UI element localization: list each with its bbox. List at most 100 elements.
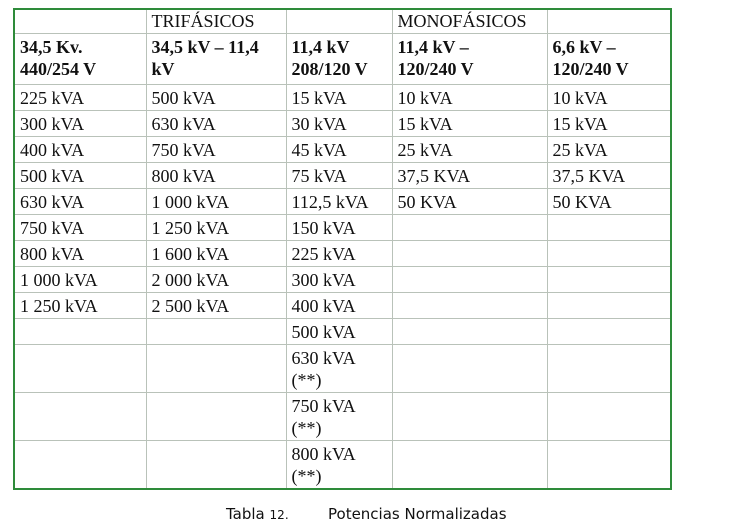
cell-text: 15 kVA: [397, 114, 453, 134]
table-cell: 15 kVA: [546, 110, 672, 137]
cell-text: 10 kVA: [552, 88, 608, 108]
table-cell: [391, 240, 548, 267]
caption-label-text: Tabla: [226, 505, 265, 523]
table-cell: 10 kVA: [391, 84, 548, 111]
cell-text: 225 kVA: [291, 244, 356, 264]
cell-text: 400 kVA: [291, 296, 356, 316]
cell-text: 11,4 kV –: [397, 37, 469, 57]
table-cell: 225 kVA: [13, 84, 147, 111]
table-cell: 25 kVA: [546, 136, 672, 163]
table-row: 500 kVA: [13, 318, 672, 345]
table-cell: 750 kVA (**): [285, 392, 393, 441]
cell-text: 1 000 kVA: [20, 270, 98, 290]
cell-text: 30 kVA: [291, 114, 347, 134]
group-header-cell: [546, 8, 672, 34]
table-cell: 500 kVA: [13, 162, 147, 189]
table-cell: 400 kVA: [285, 292, 393, 319]
cell-text: 400 kVA: [20, 140, 85, 160]
column-header-row: 34,5 Kv. 440/254 V 34,5 kV – 11,4 kV 11,4 kV…: [13, 33, 672, 85]
table-cell: [546, 344, 672, 393]
table-cell: 1 000 kVA: [13, 266, 147, 293]
table-row: 225 kVA 500 kVA 15 kVA 10 kVA 10 kVA: [13, 84, 672, 111]
table-cell: [13, 344, 147, 393]
table-cell: 1 600 kVA: [145, 240, 287, 267]
table-cell: 800 kVA: [145, 162, 287, 189]
cell-text: 2 500 kVA: [151, 296, 230, 316]
caption-number: 12.: [269, 508, 289, 522]
table-cell: 37,5 KVA: [391, 162, 548, 189]
table-cell: 15 kVA: [285, 84, 393, 111]
table-cell: 25 kVA: [391, 136, 548, 163]
table-cell: 45 kVA: [285, 136, 393, 163]
table-cell: 50 KVA: [391, 188, 548, 215]
column-header-cell: 11,4 kV –120/240 V: [391, 33, 548, 85]
caption-label: Tabla 12.: [226, 505, 289, 523]
table-cell: [145, 440, 287, 490]
table-row: 630 kVA (**): [13, 344, 672, 393]
table-cell: 75 kVA: [285, 162, 393, 189]
table-cell: [391, 392, 548, 441]
table-row: 750 kVA (**): [13, 392, 672, 441]
table-cell: 1 000 kVA: [145, 188, 287, 215]
table-cell: 37,5 KVA: [546, 162, 672, 189]
table-cell: [145, 344, 287, 393]
cell-text: 208/120 V: [291, 59, 368, 79]
table-cell: 500 kVA: [145, 84, 287, 111]
table-cell: 1 250 kVA: [145, 214, 287, 241]
table-row: 750 kVA 1 250 kVA 150 kVA: [13, 214, 672, 241]
table-cell: 750 kVA: [145, 136, 287, 163]
cell-text: 630 kVA: [151, 114, 216, 134]
table-cell: 630 kVA: [145, 110, 287, 137]
cell-text: 750 kVA: [20, 218, 85, 238]
table-row: 1 000 kVA 2 000 kVA 300 kVA: [13, 266, 672, 293]
cell-text: 112,5 kVA: [291, 192, 369, 212]
group-header-cell: TRIFÁSICOS: [145, 8, 287, 34]
cell-text: 10 kVA: [397, 88, 453, 108]
cell-text: 1 600 kVA: [151, 244, 230, 264]
table-cell: [391, 440, 548, 490]
cell-text: 15 kVA: [291, 88, 347, 108]
cell-text: 15 kVA: [552, 114, 608, 134]
cell-text: 800 kVA: [20, 244, 85, 264]
table-cell: 15 kVA: [391, 110, 548, 137]
table-cell: 2 500 kVA: [145, 292, 287, 319]
cell-text: 300 kVA: [20, 114, 85, 134]
table-cell: 300 kVA: [285, 266, 393, 293]
table-cell: [546, 266, 672, 293]
cell-text: 1 000 kVA: [151, 192, 230, 212]
cell-text: 75 kVA: [291, 166, 347, 186]
power-ratings-table: TRIFÁSICOS MONOFÁSICOS 34,5 Kv. 440/254 V 34…: [13, 8, 672, 490]
table-cell: [546, 240, 672, 267]
column-header-cell: 6,6 kV –120/240 V: [546, 33, 672, 85]
cell-text: 500 kVA: [291, 322, 356, 342]
table-cell: 750 kVA: [13, 214, 147, 241]
table-cell: 630 kVA (**): [285, 344, 393, 393]
cell-text: 11,4 kV: [291, 37, 350, 57]
table-cell: [145, 392, 287, 441]
table-row: 800 kVA (**): [13, 440, 672, 490]
cell-text: 25 kVA: [397, 140, 453, 160]
cell-text: (**): [291, 466, 322, 486]
cell-text: 630 kVA: [20, 192, 85, 212]
column-header-cell: 34,5 Kv. 440/254 V: [13, 33, 147, 85]
group-header-cell: MONOFÁSICOS: [391, 8, 548, 34]
cell-text: 1 250 kVA: [20, 296, 98, 316]
power-table-container: TRIFÁSICOS MONOFÁSICOS 34,5 Kv. 440/254 V 34…: [13, 8, 672, 490]
cell-text: (**): [291, 370, 322, 390]
table-cell: [391, 318, 548, 345]
table-row: 800 kVA 1 600 kVA 225 kVA: [13, 240, 672, 267]
cell-text: 34,5 kV – 11,4: [151, 37, 259, 57]
table-row: 300 kVA 630 kVA 30 kVA 15 kVA 15 kVA: [13, 110, 672, 137]
cell-text: 500 kVA: [20, 166, 85, 186]
cell-text: 37,5 KVA: [552, 166, 626, 186]
table-cell: 400 kVA: [13, 136, 147, 163]
table-cell: [13, 392, 147, 441]
cell-text: 37,5 KVA: [397, 166, 471, 186]
cell-text: 6,6 kV –: [552, 37, 616, 57]
cell-text: 150 kVA: [291, 218, 356, 238]
table-row: 1 250 kVA 2 500 kVA 400 kVA: [13, 292, 672, 319]
table-cell: [391, 344, 548, 393]
cell-text: 34,5 Kv.: [20, 37, 83, 57]
cell-text: 750 kVA: [151, 140, 216, 160]
cell-text: 630 kVA: [291, 348, 356, 368]
